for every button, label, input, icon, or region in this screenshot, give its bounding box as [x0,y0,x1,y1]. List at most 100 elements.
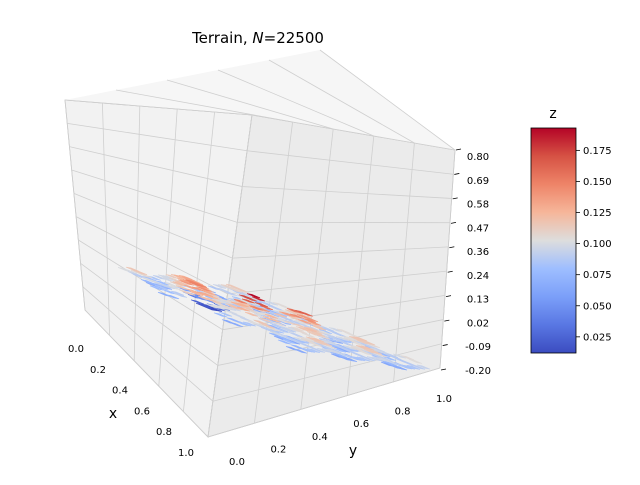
surface-patch [201,290,216,295]
surface-patch [117,267,132,272]
surface-patch [308,342,323,347]
surface-patch [292,336,307,342]
surface-patch [400,355,415,361]
surface-patch [261,323,276,329]
surface-patch [293,319,308,325]
surface-patch [342,345,357,351]
z-tick-label: 0.58 [467,200,489,211]
surface-patch [154,285,169,290]
surface-patch [275,328,290,334]
x-tick-label: 0.4 [112,386,128,397]
surface-patch [262,316,277,322]
y-tick-label: 0.2 [270,444,286,455]
surface-patch [194,291,209,297]
surface-patch [190,299,205,305]
chart-title: Terrain, N=22500 [191,29,324,47]
surface-patch [392,353,407,359]
z-tick-mark [449,246,455,249]
surface-patch [276,335,291,341]
grid-line-x [64,99,86,311]
surface-patch [293,329,308,334]
grid-line-z [84,309,441,438]
surface-patch [321,338,336,344]
surface-patch [312,325,327,331]
y-tick-label: 0.4 [312,432,328,443]
surface-patch [322,333,337,339]
surface-patch [363,349,378,354]
z-tick-mark [444,319,450,322]
colorbar-tick-label: 0.075 [583,270,612,281]
surface-patch [303,327,318,333]
surface-patch [238,294,253,300]
pane-back [65,50,455,150]
surface-patch [253,319,268,325]
surface-patch [355,345,370,350]
grid-line-x [102,102,110,336]
surface-patch [241,298,256,304]
surface-patch [244,311,259,317]
z-tick-label: 0.47 [467,223,489,234]
surface-patch [317,330,332,335]
surface-patch [313,340,328,346]
grid-line-y [254,121,293,424]
surface-patch [170,290,185,296]
grid-line-z [80,263,444,366]
z-tick-label: 0.36 [467,247,489,258]
colorbar-tick-label: 0.050 [583,301,612,312]
y-tick-label: 0.8 [395,407,411,418]
surface-patch [188,281,203,287]
tick-labels: 0.0 0.2 0.4 0.6 0.8 1.0 0.0 0.2 0.4 0.6 0.8 1.0 -0.2… [68,148,491,468]
x-axis-label: x [109,406,117,422]
surface-patch [269,331,284,337]
surface-patch [165,294,180,300]
surface-patch [350,346,365,352]
surface-patch [133,270,148,275]
surface-patch [356,339,371,345]
surface-patch [264,314,279,319]
surface-patch [289,313,304,319]
surface-patch [416,364,431,370]
surface-patch [251,296,266,302]
grid-line-z [69,146,452,199]
surface-patch [223,309,238,315]
z-tick-mark [454,173,460,175]
surface-patch [223,291,238,296]
surface-patch [408,359,423,364]
y-tick-label: 0.6 [353,419,369,430]
surface-patch [242,321,257,327]
surface-patch [298,327,313,333]
colorbar: z 0.025 0.050 0.075 0.100 0.125 0.150 0.175 [530,106,612,354]
grid-line-z [67,122,454,175]
surface-patch [305,336,320,342]
surface-patch [236,306,251,312]
grid-line-back [64,99,253,116]
surface-patch [198,303,213,309]
grid-line-y [439,149,456,369]
surface-patch [181,290,196,296]
z-tick-label: 0.80 [467,152,489,163]
surface-patch [155,280,170,286]
surface-patch [233,287,248,293]
surface-patch [228,287,243,293]
colorbar-tick-label: 0.125 [583,208,612,219]
surface-patch [333,353,348,358]
surface-patch [167,285,182,291]
z-tick-mark [442,344,448,346]
colorbar-tick-label: 0.100 [583,239,612,250]
z-tick-label: -0.09 [465,342,491,353]
surface-patch [213,312,228,318]
surface-patch [191,286,206,292]
surface-patch [328,327,343,332]
surface-patch [300,338,315,344]
colorbar-tick-label: 0.175 [583,146,612,157]
colorbar-label: z [549,106,556,122]
surface-patch [240,305,255,311]
surface-patch [196,286,211,292]
surface-patch [343,337,358,343]
surface-patch [290,326,305,332]
terrain-surface [117,266,431,371]
z-tick-label: -0.20 [465,366,491,377]
surface-patch [321,348,336,353]
